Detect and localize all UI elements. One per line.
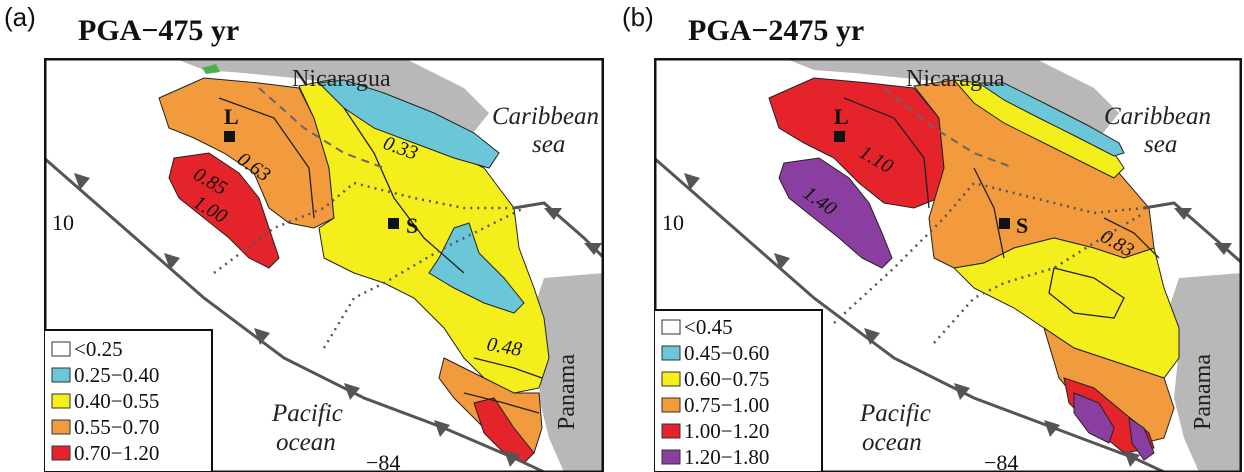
province-border <box>322 206 525 349</box>
legend-swatch <box>51 445 71 461</box>
legend-swatch <box>661 449 681 465</box>
fault-line <box>1143 201 1242 265</box>
city-marker-l <box>224 131 235 142</box>
zone-cyan-north <box>317 79 500 169</box>
panel-a-letter: (a) <box>4 2 36 32</box>
contour-line <box>463 392 540 414</box>
city-label-s: S <box>1016 213 1028 238</box>
legend-swatch <box>51 419 71 435</box>
contour-line <box>1048 267 1125 319</box>
contour-line <box>843 97 930 209</box>
legend-label: 0.25−0.40 <box>74 363 159 387</box>
province-border <box>883 87 1015 169</box>
contour-line <box>973 167 1005 259</box>
legend-swatch <box>661 397 681 413</box>
city-label-s: S <box>406 213 418 238</box>
legend-label: 0.45−0.60 <box>684 341 769 365</box>
zone-red-south <box>473 397 535 464</box>
legend: <0.250.25−0.400.40−0.550.55−0.700.70−1.2… <box>44 329 213 472</box>
zone-red-nicoya <box>168 152 280 269</box>
legend-label: 1.00−1.20 <box>684 419 769 443</box>
zone-purple-nicoya <box>778 157 893 269</box>
legend-label: 0.55−0.70 <box>74 415 159 439</box>
city-label-l: L <box>224 104 239 129</box>
city-marker-s <box>388 218 399 229</box>
country-panama-label: Panama <box>554 354 580 430</box>
country-panama-label: Panama <box>1190 354 1216 430</box>
legend-swatch <box>661 319 681 335</box>
panama-land <box>1169 273 1242 472</box>
legend-swatch <box>51 341 71 357</box>
nicaragua-land <box>174 58 489 138</box>
zone-orange-nw <box>158 77 335 229</box>
city-marker-l <box>834 131 845 142</box>
legend-label: 0.40−0.55 <box>74 389 159 413</box>
ocean-label-line2: ocean <box>276 429 336 456</box>
ocean-label-line1: Pacific <box>859 400 931 427</box>
contour-line <box>218 97 315 219</box>
legend: <0.450.45−0.600.60−0.750.75−1.001.00−1.2… <box>654 309 823 472</box>
lon-tick-label: −84 <box>984 450 1018 472</box>
contour-line <box>473 357 543 379</box>
zone-purple-south-tip <box>1128 416 1155 461</box>
lat-tick-label: 10 <box>662 210 684 235</box>
legend-label: 0.60−0.75 <box>684 367 769 391</box>
zone-cyan-central <box>428 222 525 314</box>
panel-a-title: PGA−475 yr <box>78 14 240 47</box>
panama-land <box>534 273 604 472</box>
zone-red-nw <box>768 77 945 209</box>
zone-yellow-south <box>952 237 1180 379</box>
legend-label: 0.70−1.20 <box>74 441 159 465</box>
zone-cyan-north <box>977 82 1125 157</box>
province-border <box>213 181 514 274</box>
legend-swatch <box>661 423 681 439</box>
legend-label: 1.20−1.80 <box>684 445 769 469</box>
ocean-label-line1: Pacific <box>271 400 343 427</box>
city-marker-s <box>999 218 1010 229</box>
trench-teeth <box>74 173 520 467</box>
province-border <box>933 211 1145 344</box>
green-patch <box>202 64 220 74</box>
province-border <box>258 87 385 169</box>
panel-b-letter: (b) <box>622 2 654 32</box>
trench-line <box>44 156 545 472</box>
trench-line <box>654 156 1165 472</box>
zone-purple-south <box>1073 392 1115 444</box>
sea-label-line2: sea <box>532 131 565 158</box>
sea-label-line2: sea <box>1144 131 1177 158</box>
legend-swatch <box>661 371 681 387</box>
lon-tick-label: −84 <box>366 450 400 472</box>
country-nicaragua-label: Nicaragua <box>292 66 391 92</box>
legend-label: <0.25 <box>74 337 123 361</box>
fault-teeth <box>1174 208 1232 255</box>
panel-b-title: PGA−2475 yr <box>688 14 865 47</box>
legend-swatch <box>661 345 681 361</box>
ocean-label-line2: ocean <box>862 429 922 456</box>
nicaragua-land <box>784 58 1119 138</box>
trench-teeth <box>684 173 1140 467</box>
contour-line <box>343 107 465 274</box>
legend-label: <0.45 <box>684 315 733 339</box>
map-panel-b: Nicaragua Caribbean sea Pacific ocean Pa… <box>654 58 1242 472</box>
legend-label: 0.75−1.00 <box>684 393 769 417</box>
sea-label-line1: Caribbean <box>1104 103 1211 130</box>
sea-label-line1: Caribbean <box>492 103 599 130</box>
legend-swatch <box>51 367 71 383</box>
lat-tick-label: 10 <box>52 210 74 235</box>
fault-teeth <box>544 208 602 255</box>
country-nicaragua-label: Nicaragua <box>906 66 1005 92</box>
map-panel-a: Nicaragua Caribbean sea Pacific ocean Pa… <box>44 58 604 472</box>
city-label-l: L <box>834 104 849 129</box>
contour-line <box>1103 217 1160 259</box>
legend-swatch <box>51 393 71 409</box>
